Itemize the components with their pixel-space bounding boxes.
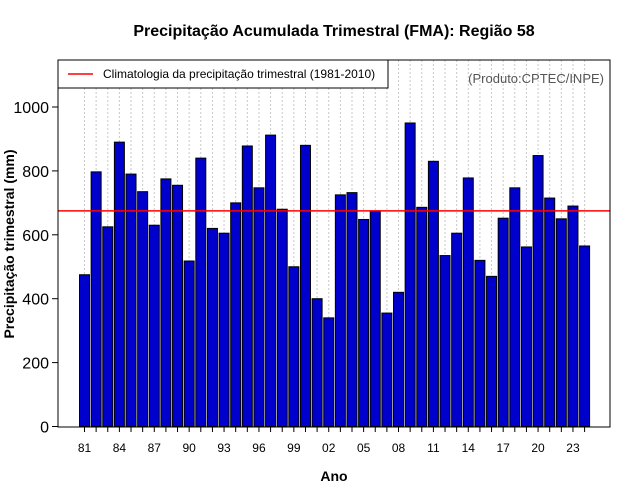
bar-98: [276, 208, 288, 427]
bar-17: [497, 217, 509, 427]
bar-15: [474, 259, 486, 427]
bar-97: [265, 134, 277, 427]
credit-label: (Produto:CPTEC/INPE): [468, 71, 604, 86]
bar-10: [416, 206, 428, 427]
bar-18: [509, 187, 521, 427]
x-axis: 81 84 87 90 93 96 99 02 05 08 11 14 17 20 23: [78, 427, 586, 455]
bar-88: [160, 178, 172, 427]
y-tick-label: 200: [22, 356, 49, 373]
bar-20: [532, 155, 544, 427]
y-tick-label: 400: [22, 292, 49, 309]
bar-21: [544, 197, 556, 427]
bar-00: [299, 144, 311, 427]
bar-01: [311, 298, 323, 428]
bar-14: [462, 177, 474, 427]
bar-89: [172, 184, 184, 427]
bar-06: [369, 210, 381, 427]
x-tick-label: 96: [252, 441, 266, 455]
bar-07: [381, 312, 393, 427]
y-axis-label: Precipitação trimestral (mm): [1, 149, 17, 338]
x-tick-label: 23: [566, 441, 580, 455]
bar-13: [451, 232, 463, 427]
bar-24: [579, 245, 591, 427]
bar-02: [323, 317, 335, 427]
bar-16: [486, 275, 498, 427]
y-axis: 0 200 400 600 800 1000: [13, 100, 58, 437]
bar-96: [253, 187, 265, 427]
bar-92: [206, 227, 218, 427]
x-tick-label: 14: [462, 441, 476, 455]
y-tick-label: 0: [40, 420, 49, 437]
bar-23: [567, 205, 579, 427]
chart-title: Precipitação Acumulada Trimestral (FMA):…: [133, 23, 534, 40]
x-tick-label: 90: [182, 441, 196, 455]
bar-09: [404, 122, 416, 427]
bar-87: [148, 224, 160, 427]
x-tick-label: 17: [497, 441, 511, 455]
bar-19: [520, 246, 532, 427]
bar-99: [288, 266, 300, 427]
bars-layer: [79, 122, 591, 428]
legend-box: [57, 59, 389, 89]
x-tick-label: 08: [392, 441, 406, 455]
y-tick-label: 600: [22, 228, 49, 245]
x-tick-label: 84: [113, 441, 127, 455]
bar-05: [358, 218, 370, 427]
bar-91: [195, 157, 207, 427]
x-tick-label: 02: [322, 441, 336, 455]
bar-22: [555, 218, 567, 427]
x-axis-label: Ano: [320, 468, 347, 484]
bar-94: [230, 202, 242, 427]
bar-93: [218, 232, 230, 427]
bar-86: [137, 191, 149, 427]
x-tick-label: 11: [427, 441, 440, 455]
bar-84: [113, 141, 125, 427]
bar-82: [90, 171, 102, 427]
bar-11: [427, 160, 439, 427]
y-tick-label: 1000: [13, 100, 49, 117]
legend: Climatologia da precipitação trimestral …: [57, 59, 389, 89]
x-tick-label: 87: [148, 441, 162, 455]
x-tick-label: 99: [287, 441, 301, 455]
bar-03: [334, 194, 346, 427]
bar-81: [79, 274, 90, 427]
legend-label: Climatologia da precipitação trimestral …: [103, 67, 375, 81]
bar-04: [346, 192, 358, 427]
bar-85: [125, 173, 137, 427]
bar-90: [183, 260, 195, 427]
bar-08: [393, 291, 405, 427]
bar-95: [241, 145, 253, 427]
x-tick-label: 81: [78, 441, 92, 455]
bar-12: [439, 255, 451, 427]
y-tick-label: 800: [22, 164, 49, 181]
x-tick-label: 20: [531, 441, 545, 455]
x-tick-label: 93: [217, 441, 231, 455]
bar-83: [102, 226, 114, 427]
x-tick-label: 05: [357, 441, 371, 455]
